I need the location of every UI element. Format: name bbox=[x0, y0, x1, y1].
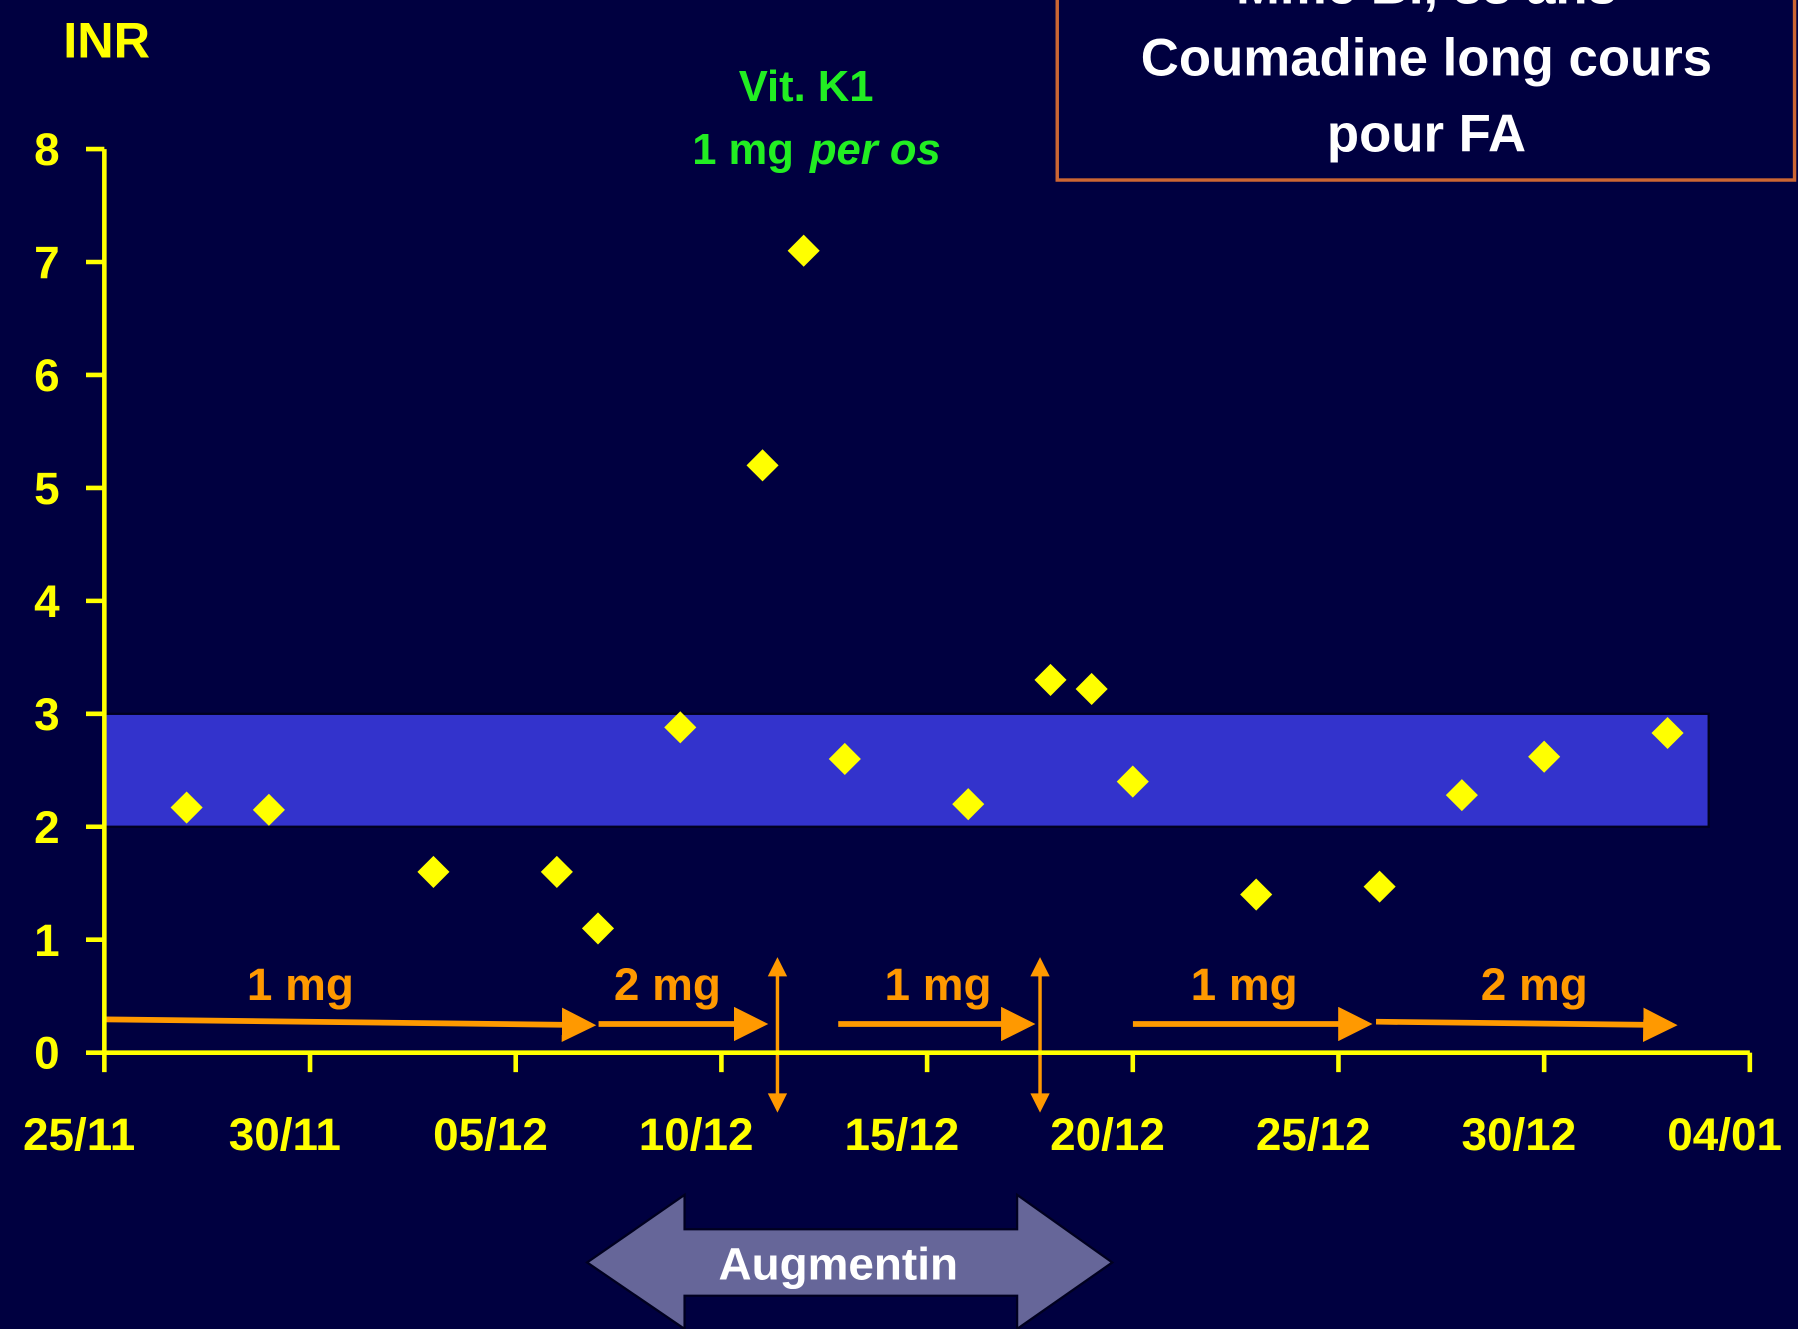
annotation: Vit. K1 bbox=[739, 63, 874, 111]
y-tick-label: 5 bbox=[34, 462, 60, 514]
x-tick-label: 20/12 bbox=[1050, 1108, 1165, 1160]
x-tick-label: 30/11 bbox=[229, 1108, 341, 1160]
annotation-part: per os bbox=[809, 126, 941, 174]
title-line: Coumadine long cours bbox=[1141, 29, 1712, 88]
change-markers bbox=[767, 957, 1050, 1113]
change-marker-heads bbox=[1030, 957, 1050, 1113]
dose-label: 1 mg bbox=[1191, 958, 1298, 1010]
data-point bbox=[952, 788, 985, 821]
y-tick-label: 6 bbox=[34, 349, 60, 401]
x-tick-label: 25/12 bbox=[1256, 1108, 1371, 1160]
annotation: 1 mg per os bbox=[692, 126, 940, 174]
dose-arrow bbox=[104, 1007, 597, 1042]
data-point bbox=[828, 742, 861, 776]
y-tick-label: 0 bbox=[34, 1027, 60, 1079]
data-point bbox=[1528, 740, 1561, 773]
y-tick-label: 1 bbox=[34, 914, 60, 966]
x-tick-label: 10/12 bbox=[639, 1108, 754, 1160]
data-point bbox=[1034, 663, 1067, 696]
target-band bbox=[103, 712, 1710, 828]
x-tick-label: 05/12 bbox=[433, 1108, 548, 1160]
y-tick-label: 4 bbox=[34, 575, 60, 627]
y-tick-label: 7 bbox=[34, 236, 60, 288]
y-tick-label: 3 bbox=[34, 688, 60, 740]
x-tick-label: 15/12 bbox=[844, 1108, 959, 1160]
dose-arrows bbox=[104, 1006, 1678, 1042]
change-marker-heads bbox=[767, 957, 788, 1113]
y-tick-label: 8 bbox=[34, 123, 60, 175]
band-layer bbox=[103, 712, 1710, 828]
x-tick-label: 25/11 bbox=[23, 1108, 135, 1160]
dose-label: 1 mg bbox=[247, 958, 354, 1010]
treatment-label: Augmentin bbox=[718, 1238, 957, 1290]
x-tick-label: 04/01 bbox=[1667, 1108, 1782, 1160]
dose-label: 2 mg bbox=[614, 958, 721, 1010]
data-point bbox=[417, 855, 450, 888]
title-line: pour FA bbox=[1327, 104, 1526, 163]
treatment-arrow bbox=[585, 1192, 1115, 1329]
data-point bbox=[1651, 716, 1684, 750]
data-point bbox=[252, 793, 285, 826]
y-tick-label: 2 bbox=[34, 801, 60, 853]
y-axis-label: INR bbox=[63, 11, 150, 68]
dose-arrow bbox=[1375, 1007, 1678, 1042]
x-tick-label: 30/12 bbox=[1462, 1108, 1577, 1160]
title-line: Mme B., 88 ans bbox=[1236, 0, 1617, 15]
title-box bbox=[1055, 0, 1797, 182]
annotation-part: 1 mg bbox=[692, 126, 794, 174]
dose-label: 2 mg bbox=[1481, 958, 1588, 1010]
data-point bbox=[1075, 672, 1108, 706]
dose-label: 1 mg bbox=[884, 958, 991, 1010]
